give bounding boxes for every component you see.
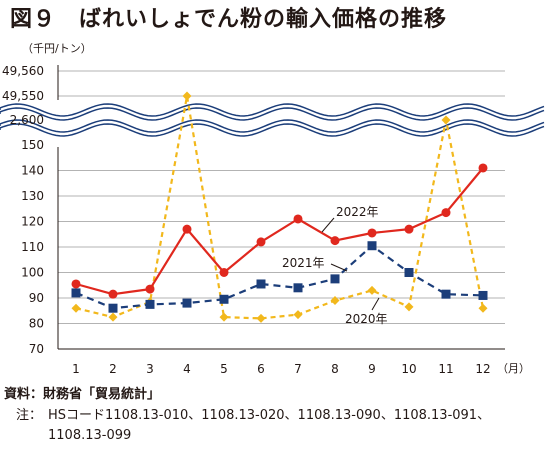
y-tick-label: 130 xyxy=(21,189,44,203)
x-tick-label: 8 xyxy=(331,362,339,376)
y-tick-label: 49,560 xyxy=(2,64,44,78)
data-point-circle xyxy=(182,224,192,234)
title-background xyxy=(0,2,545,32)
data-point-diamond xyxy=(219,312,229,322)
x-tick-label: 11 xyxy=(438,362,453,376)
source-note: 資料：財務省「貿易統計」 xyxy=(4,387,161,402)
series-label: 2021年 xyxy=(282,256,325,270)
data-point-diamond xyxy=(478,303,488,313)
footnote-text: HSコード1108.13-010、1108.13-020、1108.13-090… xyxy=(48,408,491,423)
data-point-circle xyxy=(219,268,229,277)
data-point-square xyxy=(71,288,81,298)
data-point-diamond xyxy=(441,115,451,125)
data-point-square xyxy=(478,290,488,300)
data-point-circle xyxy=(256,237,266,247)
data-point-square xyxy=(145,299,155,309)
x-tick-label: 2 xyxy=(109,362,117,376)
footnote-label: 注： xyxy=(15,408,42,423)
data-point-circle xyxy=(108,289,118,299)
chart-title: 図９ ばれいしょでん粉の輸入価格の推移 xyxy=(10,7,448,32)
data-point-circle xyxy=(145,284,155,294)
series-label-leader xyxy=(321,217,335,233)
data-point-circle xyxy=(71,279,81,289)
y-tick-labels: 70 80 90 100 110 120 130 140 150 2,600 49,550 49,56… xyxy=(2,64,44,356)
y-tick-label: 49,550 xyxy=(2,89,44,103)
x-tick-label: 1 xyxy=(72,362,80,376)
y-tick-label: 100 xyxy=(21,266,44,280)
y-tick-label: 120 xyxy=(21,215,44,229)
series-label-leader xyxy=(330,263,348,272)
y-axis-unit: （千円/トン） xyxy=(22,42,92,55)
series-line-2021年 xyxy=(75,244,484,310)
y-tick-label: 80 xyxy=(29,317,44,331)
data-point-diamond xyxy=(108,312,118,322)
data-point-square xyxy=(367,241,377,251)
x-tick-label: 4 xyxy=(183,362,191,376)
x-tick-label: 10 xyxy=(401,362,416,376)
data-point-square xyxy=(293,283,303,293)
series-line-2022年 xyxy=(75,167,484,296)
break-wave-line xyxy=(0,119,545,133)
y-tick-label: 140 xyxy=(21,164,44,178)
data-point-diamond xyxy=(182,91,192,101)
series-label: 2022年 xyxy=(336,205,379,219)
series-label: 2020年 xyxy=(345,312,388,326)
data-point-diamond xyxy=(404,302,414,312)
x-tick-label: 7 xyxy=(294,362,302,376)
break-wave-line xyxy=(0,123,545,137)
x-tick-label: 9 xyxy=(368,362,376,376)
data-point-square xyxy=(108,303,118,313)
x-tick-labels: 1 2 3 4 5 6 7 8 9 10 11 12 xyxy=(72,362,490,376)
data-point-square xyxy=(330,274,340,284)
x-axis-unit: （月） xyxy=(497,362,530,375)
footnote: 注： HSコード1108.13-010、1108.13-020、1108.13-0… xyxy=(4,406,490,446)
data-point-circle xyxy=(330,236,340,246)
data-point-square xyxy=(219,294,229,304)
x-tick-label: 3 xyxy=(146,362,154,376)
footnote-text-2: 1108.13-099 xyxy=(48,428,132,443)
y-tick-label: 70 xyxy=(29,342,44,356)
y-tick-label: 110 xyxy=(21,240,44,254)
axis-break-band xyxy=(0,100,545,147)
y-tick-label: 2,600 xyxy=(10,113,44,127)
x-tick-label: 12 xyxy=(475,362,490,376)
data-point-diamond xyxy=(367,285,377,295)
break-wave-line xyxy=(0,103,545,117)
data-point-circle xyxy=(441,208,451,218)
x-tick-label: 5 xyxy=(220,362,228,376)
series-group xyxy=(71,91,488,323)
data-point-circle xyxy=(293,214,303,224)
y-tick-label: 150 xyxy=(21,138,44,152)
title-bar: 図９ ばれいしょでん粉の輸入価格の推移 xyxy=(0,0,545,36)
data-point-square xyxy=(441,289,451,299)
data-point-square xyxy=(182,298,192,308)
data-point-circle xyxy=(478,163,488,173)
data-point-diamond xyxy=(256,313,266,323)
data-point-circle xyxy=(367,228,377,238)
data-point-diamond xyxy=(330,296,340,306)
y-tick-label: 90 xyxy=(29,291,44,305)
break-wave-line xyxy=(0,107,545,121)
series-label-leader xyxy=(371,297,380,311)
data-point-square xyxy=(404,268,414,277)
data-point-circle xyxy=(404,224,414,234)
x-tick-label: 6 xyxy=(257,362,265,376)
data-point-square xyxy=(256,279,266,289)
data-point-diamond xyxy=(293,310,303,320)
data-point-diamond xyxy=(71,303,81,313)
series-labels: 2022年 2021年 2020年 xyxy=(282,205,388,326)
